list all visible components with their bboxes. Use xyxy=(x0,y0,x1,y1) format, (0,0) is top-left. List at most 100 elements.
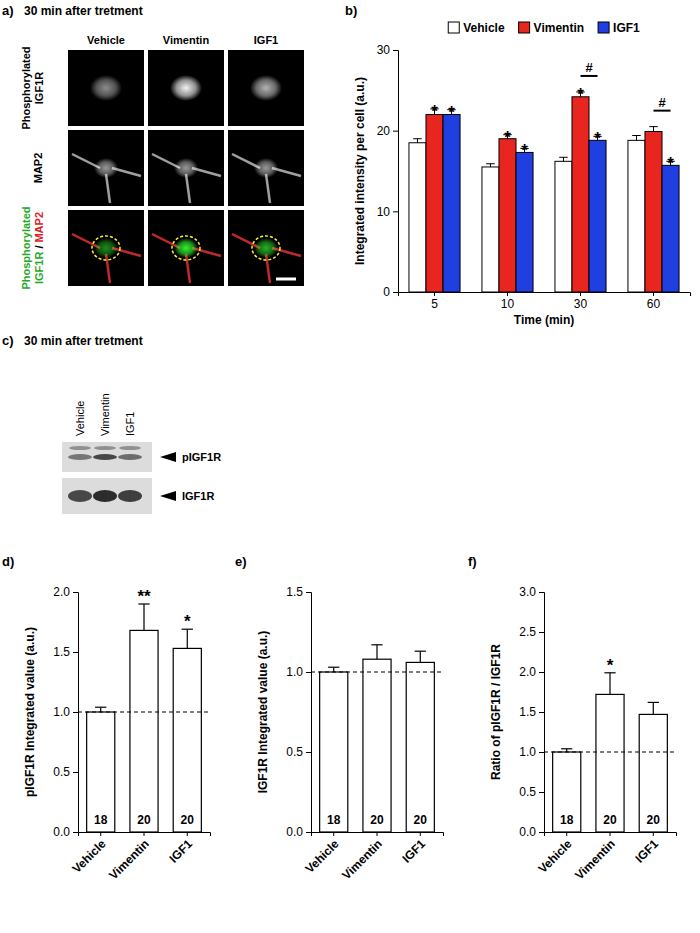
tick-mark xyxy=(539,592,544,593)
tick: Vimentin xyxy=(339,832,385,882)
error-bar xyxy=(636,136,637,141)
reference-line xyxy=(544,751,676,752)
tick-mark xyxy=(434,292,435,296)
tick-mark xyxy=(539,632,544,633)
band xyxy=(68,490,92,502)
dendrite xyxy=(266,174,270,203)
dendrite xyxy=(186,174,190,203)
legend-swatch xyxy=(598,22,609,33)
bar xyxy=(443,115,460,292)
tick-label: 10 xyxy=(377,205,391,219)
tick-label: 1.0 xyxy=(286,665,303,679)
bar xyxy=(589,140,606,292)
panel-label: e) xyxy=(235,554,247,569)
column-header: IGF1 xyxy=(254,34,278,46)
tick-label: 0.0 xyxy=(519,825,536,839)
plot-area xyxy=(78,604,210,832)
error-bar xyxy=(420,651,421,662)
column-header: Vehicle xyxy=(87,34,125,46)
tick: IGF1 xyxy=(166,832,195,866)
error-cap xyxy=(649,126,658,127)
figure: a)30 min after tretmentVehicleVimentinIG… xyxy=(0,0,700,933)
image-background xyxy=(148,50,224,126)
tick: 0 xyxy=(383,285,398,299)
legend-swatch xyxy=(519,22,530,33)
annotations: 182020 xyxy=(327,813,427,827)
tick-mark xyxy=(420,832,421,836)
tick-label: 1.5 xyxy=(519,705,536,719)
axis-line xyxy=(73,593,79,833)
error-bar xyxy=(563,157,564,161)
tick-label: 0.5 xyxy=(519,785,536,799)
tick: IGF1 xyxy=(632,832,661,866)
bar xyxy=(130,630,158,832)
bar xyxy=(553,752,581,832)
tick-mark xyxy=(73,712,78,713)
bar xyxy=(639,714,667,832)
annotations: *******## xyxy=(431,60,674,173)
micrograph xyxy=(148,210,224,286)
error-cap xyxy=(648,702,659,703)
lane-label: IGF1 xyxy=(124,412,136,436)
tick-label: 0.5 xyxy=(53,765,70,779)
tick: 0.5 xyxy=(519,785,544,799)
tick-label: 30 xyxy=(574,297,588,311)
tick: 1.0 xyxy=(286,665,311,679)
tick: 2.0 xyxy=(519,665,544,679)
cell xyxy=(174,158,198,178)
blot xyxy=(62,478,152,514)
band xyxy=(118,454,142,460)
y-axis-title: Ratio of pIGF1R / IGF1R xyxy=(489,644,503,780)
micrograph xyxy=(228,210,304,286)
significance-label: * xyxy=(431,102,438,121)
significance-label: * xyxy=(504,128,511,147)
axis-line xyxy=(393,51,399,293)
tick-label: 60 xyxy=(647,297,661,311)
n-label: 20 xyxy=(181,813,195,827)
n-label: 18 xyxy=(327,813,341,827)
bar xyxy=(645,131,662,292)
x-axis: VehicleVimentinIGF1 xyxy=(535,832,676,882)
significance-label: * xyxy=(184,612,191,631)
plot-area xyxy=(311,645,443,832)
panel-label: d) xyxy=(2,554,14,569)
error-bar xyxy=(187,629,188,648)
error-bar xyxy=(100,707,101,712)
bar xyxy=(406,662,434,832)
tick-label: IGF1 xyxy=(166,837,195,866)
tick-mark xyxy=(333,832,334,836)
significance-label: * xyxy=(448,103,455,122)
x-axis: VehicleVimentinIGF1 xyxy=(302,832,443,882)
tick-label: 10 xyxy=(501,297,515,311)
comparison-label: # xyxy=(585,60,593,75)
bar xyxy=(87,712,115,832)
error-bar xyxy=(609,673,610,695)
tick-label: 2.5 xyxy=(519,625,536,639)
bar xyxy=(482,167,499,292)
tick-mark xyxy=(393,211,398,212)
tick-label: Vimentin xyxy=(339,837,385,883)
micrograph xyxy=(68,50,144,126)
tick-mark xyxy=(306,832,311,833)
significance-label: * xyxy=(577,85,584,104)
tick-mark xyxy=(539,672,544,673)
micrograph xyxy=(148,50,224,126)
tick: 1.5 xyxy=(53,645,78,659)
band xyxy=(119,446,141,450)
panel-label: f) xyxy=(468,554,477,569)
y-axis: 0.00.51.01.5 xyxy=(286,585,311,839)
tick: Vehicle xyxy=(535,832,574,876)
tick-label: Vehicle xyxy=(302,837,341,876)
tick-label: 5 xyxy=(431,297,438,311)
arrow xyxy=(160,491,176,501)
blot xyxy=(62,442,152,472)
legend: VehicleVimentinIGF1 xyxy=(448,21,640,35)
bar xyxy=(628,140,645,292)
axis-line xyxy=(306,593,312,833)
x-axis: VehicleVimentinIGF1 xyxy=(69,832,210,882)
panel-title: 30 min after tretment xyxy=(24,334,143,348)
bar xyxy=(499,139,516,292)
y-axis-title: pIGF1R Integrated value (a.u.) xyxy=(23,627,37,797)
tick-mark xyxy=(73,592,78,593)
tick-mark xyxy=(507,292,508,296)
